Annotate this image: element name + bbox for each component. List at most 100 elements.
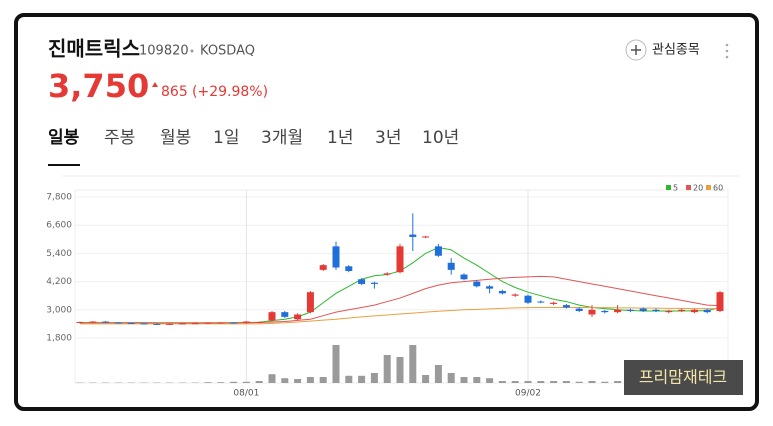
volume-bar bbox=[358, 375, 366, 383]
volume-bar bbox=[242, 381, 250, 383]
y-tick-label: 5,400 bbox=[46, 249, 72, 259]
up-arrow bbox=[152, 82, 158, 87]
volume-bar bbox=[460, 377, 468, 383]
volume-bar bbox=[447, 373, 455, 383]
volume-bar bbox=[396, 357, 404, 383]
candle-body bbox=[678, 309, 686, 311]
volume-bar bbox=[217, 382, 225, 383]
tab[interactable]: 10년 bbox=[422, 128, 459, 148]
volume-bar bbox=[575, 381, 583, 383]
tab[interactable]: 1년 bbox=[327, 128, 353, 148]
candle-body bbox=[511, 294, 519, 296]
volume-bar bbox=[614, 381, 622, 383]
candle-body bbox=[473, 281, 481, 287]
legend-swatch bbox=[706, 185, 711, 190]
candle-body bbox=[114, 322, 122, 324]
volume-bar bbox=[255, 381, 263, 383]
y-tick-label: 4,200 bbox=[46, 277, 72, 287]
tab[interactable]: 주봉 bbox=[104, 128, 135, 148]
legend-swatch bbox=[686, 185, 691, 190]
volume-bar bbox=[230, 381, 238, 383]
candle-body bbox=[358, 279, 366, 284]
tab[interactable]: 1일 bbox=[213, 128, 239, 148]
volume-bar bbox=[345, 375, 353, 383]
candle-body bbox=[447, 262, 455, 270]
x-tick-label: 08/01 bbox=[233, 389, 259, 399]
legend-label: 5 bbox=[673, 184, 678, 193]
watermark: 프리맘재테크 bbox=[639, 368, 727, 387]
candle-body bbox=[204, 322, 212, 324]
separator bbox=[190, 49, 194, 53]
change-rate: (+29.98%) bbox=[192, 84, 268, 100]
candle-body bbox=[588, 309, 596, 315]
candle-body bbox=[626, 309, 634, 311]
candle-body bbox=[370, 282, 378, 284]
volume-bar bbox=[383, 355, 391, 383]
legend-swatch bbox=[666, 185, 671, 190]
candle-body bbox=[716, 292, 724, 311]
candle-body bbox=[409, 234, 417, 237]
candle-body bbox=[230, 322, 238, 324]
tab[interactable]: 3년 bbox=[375, 128, 401, 148]
candle-body bbox=[140, 323, 148, 325]
tab[interactable]: 월봉 bbox=[160, 128, 191, 148]
candle-body bbox=[242, 321, 250, 323]
candle-body bbox=[127, 322, 135, 324]
candle-body bbox=[703, 309, 711, 313]
y-tick-label: 1,800 bbox=[46, 334, 72, 344]
volume-bar bbox=[294, 379, 302, 383]
candle-body bbox=[281, 312, 289, 317]
watermark-box bbox=[624, 360, 743, 395]
candle-body bbox=[652, 309, 660, 311]
candle-body bbox=[422, 236, 430, 238]
candle-body bbox=[690, 309, 698, 313]
candle-body bbox=[268, 312, 276, 321]
frame bbox=[14, 13, 759, 411]
more-menu[interactable] bbox=[725, 43, 729, 59]
ma-line bbox=[80, 275, 721, 324]
volume-bar bbox=[601, 381, 609, 383]
volume-bar bbox=[268, 374, 276, 383]
volume-bar bbox=[281, 378, 289, 383]
volume-bar bbox=[562, 381, 570, 383]
plus-icon bbox=[631, 45, 641, 55]
x-tick-label: 09/02 bbox=[515, 389, 541, 399]
candle-body bbox=[639, 308, 647, 311]
volume-bar bbox=[486, 378, 494, 383]
volume-bar bbox=[422, 375, 430, 383]
candle-body bbox=[217, 322, 225, 324]
volume-bar bbox=[434, 365, 442, 383]
candle-body bbox=[383, 273, 391, 275]
y-tick-label: 3,000 bbox=[46, 305, 72, 315]
candle-body bbox=[102, 321, 110, 323]
watch-label[interactable]: 관심종목 bbox=[652, 43, 700, 58]
candle-body bbox=[319, 265, 327, 270]
volume-bar bbox=[550, 381, 558, 383]
tab[interactable]: 일봉 bbox=[48, 128, 80, 148]
candle-body bbox=[486, 286, 494, 289]
ma-line bbox=[80, 306, 720, 325]
watch-button[interactable] bbox=[625, 39, 647, 61]
volume-bar bbox=[204, 382, 212, 383]
y-tick-label: 7,800 bbox=[46, 193, 72, 203]
candle-body bbox=[178, 323, 186, 325]
candle-body bbox=[191, 323, 199, 325]
candle-body bbox=[665, 310, 673, 313]
candle-body bbox=[575, 308, 583, 311]
candle-body bbox=[614, 309, 622, 313]
volume-bar bbox=[588, 381, 596, 383]
candle-body bbox=[498, 291, 506, 294]
volume-bar bbox=[409, 345, 417, 383]
candle-body bbox=[550, 302, 558, 304]
candle-body bbox=[601, 310, 609, 313]
volume-bar bbox=[306, 377, 314, 383]
volume-bar bbox=[319, 377, 327, 383]
candle-body bbox=[306, 292, 314, 313]
price: 3,750 bbox=[48, 67, 149, 105]
stock-code: 109820 bbox=[139, 44, 189, 59]
candle-body bbox=[434, 246, 442, 256]
volume-bar bbox=[473, 377, 481, 383]
tab[interactable]: 3개월 bbox=[261, 128, 303, 148]
stock-name: 진매트릭스 bbox=[48, 37, 140, 61]
